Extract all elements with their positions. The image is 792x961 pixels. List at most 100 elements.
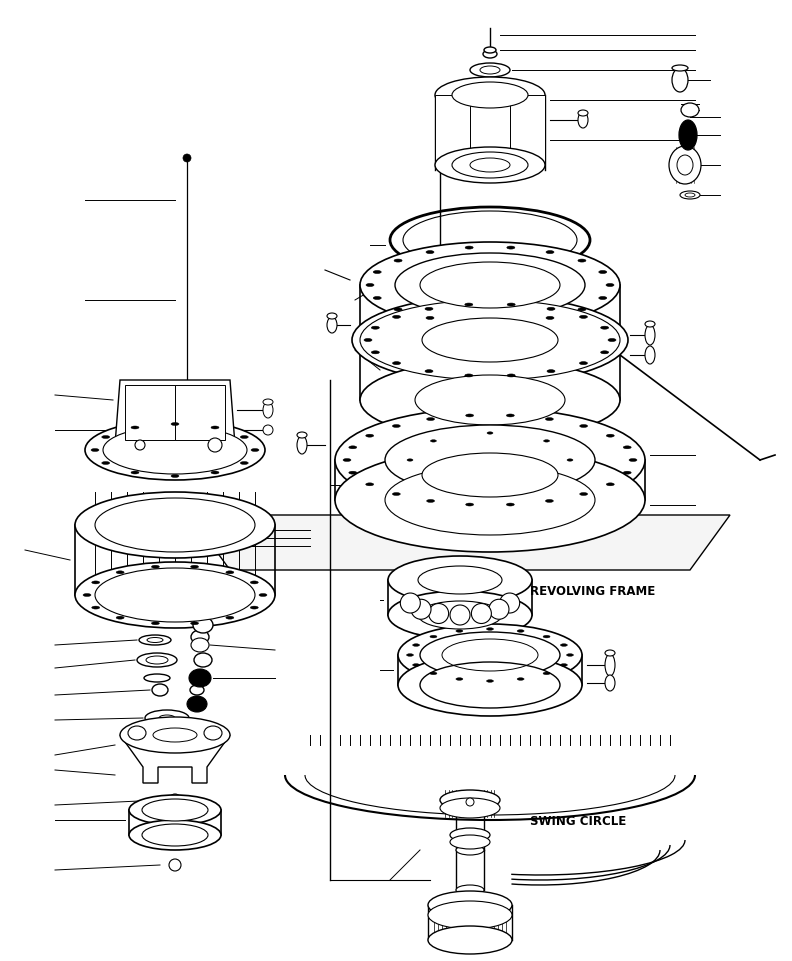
Ellipse shape bbox=[194, 653, 212, 667]
Ellipse shape bbox=[580, 492, 588, 496]
Text: REVOLVING FRAME: REVOLVING FRAME bbox=[530, 585, 655, 598]
Ellipse shape bbox=[373, 270, 381, 274]
Ellipse shape bbox=[672, 68, 688, 92]
Circle shape bbox=[135, 440, 145, 450]
Ellipse shape bbox=[578, 308, 586, 311]
Ellipse shape bbox=[420, 662, 560, 708]
Ellipse shape bbox=[543, 478, 550, 480]
Ellipse shape bbox=[465, 303, 473, 306]
Ellipse shape bbox=[546, 500, 554, 503]
Ellipse shape bbox=[430, 672, 437, 675]
Ellipse shape bbox=[561, 664, 567, 666]
Ellipse shape bbox=[393, 361, 401, 364]
Ellipse shape bbox=[151, 622, 159, 625]
Ellipse shape bbox=[506, 503, 514, 506]
Ellipse shape bbox=[250, 580, 258, 584]
Ellipse shape bbox=[420, 262, 560, 308]
Ellipse shape bbox=[422, 318, 558, 362]
Ellipse shape bbox=[422, 453, 558, 497]
Ellipse shape bbox=[672, 65, 688, 71]
Ellipse shape bbox=[425, 308, 433, 310]
Ellipse shape bbox=[517, 678, 524, 680]
Ellipse shape bbox=[507, 374, 515, 377]
Ellipse shape bbox=[456, 845, 484, 855]
Ellipse shape bbox=[385, 425, 595, 495]
Ellipse shape bbox=[452, 82, 528, 108]
Ellipse shape bbox=[366, 434, 374, 437]
Text: SWING CIRCLE: SWING CIRCLE bbox=[530, 815, 626, 828]
Ellipse shape bbox=[561, 644, 567, 647]
Ellipse shape bbox=[406, 653, 413, 656]
Ellipse shape bbox=[487, 431, 493, 434]
Ellipse shape bbox=[466, 503, 474, 506]
Ellipse shape bbox=[187, 696, 207, 712]
Ellipse shape bbox=[420, 632, 560, 678]
Ellipse shape bbox=[440, 798, 500, 818]
Ellipse shape bbox=[95, 568, 255, 622]
Ellipse shape bbox=[418, 566, 502, 594]
Ellipse shape bbox=[580, 315, 588, 318]
Ellipse shape bbox=[435, 77, 545, 113]
Ellipse shape bbox=[327, 313, 337, 319]
Ellipse shape bbox=[465, 321, 473, 324]
Ellipse shape bbox=[327, 317, 337, 333]
Ellipse shape bbox=[103, 426, 247, 474]
Ellipse shape bbox=[543, 440, 550, 442]
Ellipse shape bbox=[599, 270, 607, 274]
Ellipse shape bbox=[191, 630, 209, 644]
Ellipse shape bbox=[263, 402, 273, 418]
Ellipse shape bbox=[680, 191, 700, 199]
Ellipse shape bbox=[547, 370, 555, 373]
Ellipse shape bbox=[394, 259, 402, 262]
Ellipse shape bbox=[395, 253, 585, 317]
Ellipse shape bbox=[75, 492, 275, 558]
Ellipse shape bbox=[142, 799, 208, 821]
Circle shape bbox=[183, 154, 191, 162]
Ellipse shape bbox=[605, 650, 615, 656]
Ellipse shape bbox=[413, 664, 420, 666]
Circle shape bbox=[411, 600, 431, 619]
Polygon shape bbox=[510, 95, 545, 165]
Ellipse shape bbox=[426, 251, 434, 254]
Ellipse shape bbox=[101, 461, 110, 464]
Ellipse shape bbox=[240, 461, 248, 464]
Ellipse shape bbox=[506, 414, 514, 417]
Circle shape bbox=[428, 604, 448, 624]
Ellipse shape bbox=[139, 635, 171, 645]
Ellipse shape bbox=[486, 628, 493, 630]
Ellipse shape bbox=[428, 891, 512, 919]
Ellipse shape bbox=[145, 710, 189, 726]
Ellipse shape bbox=[415, 375, 565, 425]
Ellipse shape bbox=[226, 616, 234, 619]
Ellipse shape bbox=[407, 458, 413, 461]
Ellipse shape bbox=[681, 103, 699, 117]
Circle shape bbox=[471, 604, 491, 624]
Ellipse shape bbox=[142, 824, 208, 846]
Ellipse shape bbox=[171, 423, 179, 426]
Ellipse shape bbox=[226, 571, 234, 574]
Ellipse shape bbox=[129, 795, 221, 825]
Ellipse shape bbox=[171, 475, 179, 478]
Ellipse shape bbox=[546, 418, 554, 421]
Ellipse shape bbox=[373, 297, 381, 300]
Ellipse shape bbox=[398, 624, 582, 686]
Ellipse shape bbox=[129, 820, 221, 850]
Ellipse shape bbox=[360, 360, 620, 440]
Ellipse shape bbox=[600, 326, 608, 330]
Ellipse shape bbox=[465, 246, 473, 249]
Polygon shape bbox=[190, 515, 730, 570]
Ellipse shape bbox=[435, 147, 545, 183]
Ellipse shape bbox=[517, 629, 524, 632]
Ellipse shape bbox=[297, 432, 307, 438]
Ellipse shape bbox=[263, 399, 273, 405]
Ellipse shape bbox=[366, 482, 374, 486]
Ellipse shape bbox=[543, 672, 550, 675]
Polygon shape bbox=[125, 385, 175, 440]
Ellipse shape bbox=[101, 435, 110, 438]
Ellipse shape bbox=[392, 492, 400, 496]
Ellipse shape bbox=[629, 458, 637, 461]
Ellipse shape bbox=[398, 654, 582, 716]
Ellipse shape bbox=[418, 601, 502, 629]
Ellipse shape bbox=[547, 308, 555, 310]
Ellipse shape bbox=[348, 471, 356, 474]
